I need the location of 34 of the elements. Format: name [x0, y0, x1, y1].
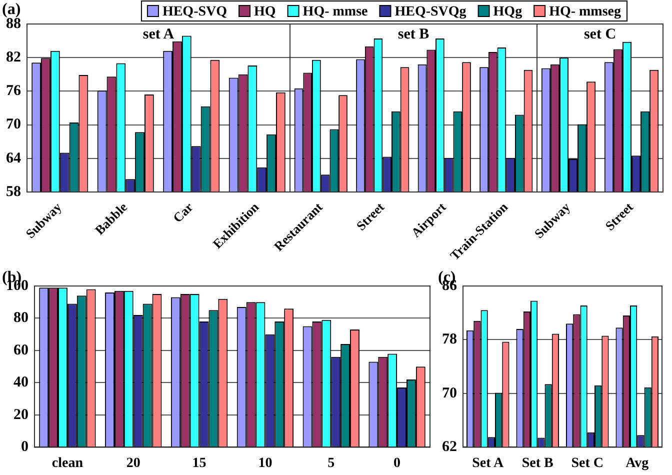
- y-tick-label: 58: [6, 184, 21, 200]
- x-tick-label: 15: [192, 456, 206, 472]
- chart-title: set C: [584, 26, 616, 42]
- x-tick-label: 20: [126, 456, 140, 472]
- y-tick-label: 70: [6, 116, 21, 133]
- y-tick-label: 20: [14, 406, 28, 423]
- legend-label: HQ- mmseg: [549, 4, 622, 20]
- x-tick-label: Avg: [626, 456, 649, 472]
- chart-title: set A: [142, 26, 174, 42]
- y-tick-label: 60: [14, 342, 28, 358]
- legend-label: HEQ-SVQ: [162, 4, 228, 20]
- y-tick-label: 40: [14, 374, 28, 391]
- y-tick-label: 80: [14, 310, 28, 326]
- y-tick-label: 62: [442, 439, 457, 456]
- legend-label: HQ- mmse: [302, 4, 368, 20]
- y-tick-label: 78: [442, 332, 457, 348]
- y-tick-label: 64: [6, 150, 22, 166]
- legend-label: HQg: [493, 4, 522, 20]
- y-tick-label: 82: [6, 49, 21, 66]
- text: (a): [2, 1, 21, 18]
- legend-label: HEQ-SVQg: [394, 4, 466, 20]
- x-tick-label: Car: [170, 199, 196, 226]
- x-tick-label: 10: [258, 456, 272, 472]
- x-tick-label: clean: [52, 456, 84, 472]
- chart-title: set B: [398, 26, 430, 42]
- x-tick-label: 0: [394, 456, 401, 472]
- x-tick-label: Set C: [571, 456, 604, 472]
- x-tick-label: 5: [328, 456, 335, 472]
- y-tick-label: 76: [6, 83, 22, 100]
- y-tick-label: 70: [442, 385, 457, 402]
- x-tick-label: Set A: [472, 456, 505, 472]
- legend-label: HQ: [254, 4, 276, 20]
- y-tick-label: 0: [21, 439, 28, 456]
- x-tick-label: Set B: [522, 456, 554, 472]
